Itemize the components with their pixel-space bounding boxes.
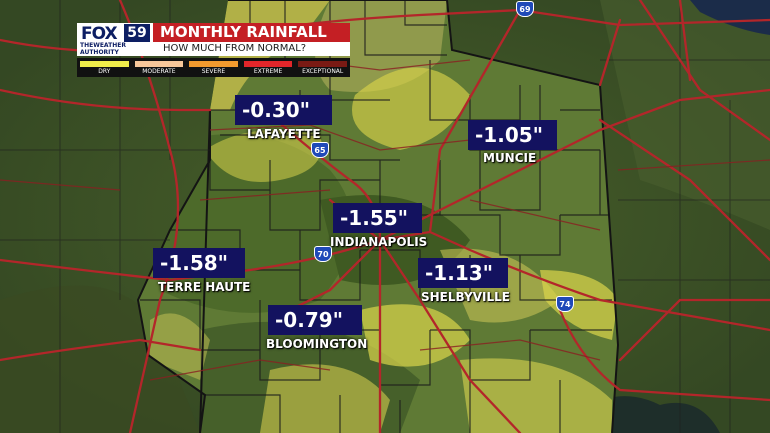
indianapolis-value: -1.55" bbox=[333, 203, 422, 233]
indianapolis-label: INDIANAPOLIS bbox=[330, 235, 428, 249]
legend-label: EXTREME bbox=[253, 68, 283, 75]
legend-swatch bbox=[243, 61, 293, 67]
interstate-70-shield: 70 bbox=[314, 246, 332, 262]
logo-tagline: THEWEATHER AUTHORITY bbox=[80, 42, 126, 56]
interstate-69-shield: 69 bbox=[516, 1, 534, 17]
drought-legend: DRY MODERATE SEVERE EXTREME EXCEPTIONAL bbox=[77, 58, 350, 77]
legend-item-severe: SEVERE bbox=[186, 58, 241, 77]
legend-item-moderate: MODERATE bbox=[132, 58, 187, 77]
muncie-value: -1.05" bbox=[468, 120, 557, 150]
header-graphic: FOX 59 THEWEATHER AUTHORITY MONTHLY RAIN… bbox=[77, 23, 350, 77]
graphic-title: MONTHLY RAINFALL bbox=[153, 23, 350, 42]
legend-swatch bbox=[189, 61, 238, 67]
logo-fox-text: FOX bbox=[81, 24, 118, 44]
legend-label: MODERATE bbox=[142, 68, 176, 75]
legend-swatch bbox=[134, 61, 184, 67]
legend-label: SEVERE bbox=[201, 68, 226, 75]
logo-tagline-line1: THEWEATHER bbox=[80, 42, 126, 49]
interstate-65-shield: 65 bbox=[311, 142, 329, 158]
bloomington-label: BLOOMINGTON bbox=[266, 337, 368, 351]
legend-swatch bbox=[298, 61, 347, 67]
legend-item-extreme: EXTREME bbox=[241, 58, 296, 77]
legend-item-exceptional: EXCEPTIONAL bbox=[295, 58, 350, 77]
bloomington-value: -0.79" bbox=[268, 305, 362, 335]
legend-swatch bbox=[80, 61, 129, 67]
muncie-label: MUNCIE bbox=[483, 151, 537, 165]
lafayette-value: -0.30" bbox=[235, 95, 332, 125]
legend-label: EXCEPTIONAL bbox=[302, 68, 344, 75]
lafayette-label: LAFAYETTE bbox=[247, 127, 321, 141]
legend-item-dry: DRY bbox=[77, 58, 132, 77]
interstate-74-shield: 74 bbox=[556, 296, 574, 312]
shelbyville-value: -1.13" bbox=[418, 258, 508, 288]
logo-tagline-line2: AUTHORITY bbox=[80, 49, 119, 56]
fox59-logo: FOX 59 THEWEATHER AUTHORITY bbox=[77, 23, 153, 56]
terre-haute-value: -1.58" bbox=[153, 248, 245, 278]
shelbyville-label: SHELBYVILLE bbox=[421, 290, 510, 304]
terre-haute-label: TERRE HAUTE bbox=[158, 280, 251, 294]
graphic-subtitle: HOW MUCH FROM NORMAL? bbox=[153, 42, 350, 56]
legend-label: DRY bbox=[98, 68, 111, 75]
logo-channel-number: 59 bbox=[124, 24, 150, 42]
